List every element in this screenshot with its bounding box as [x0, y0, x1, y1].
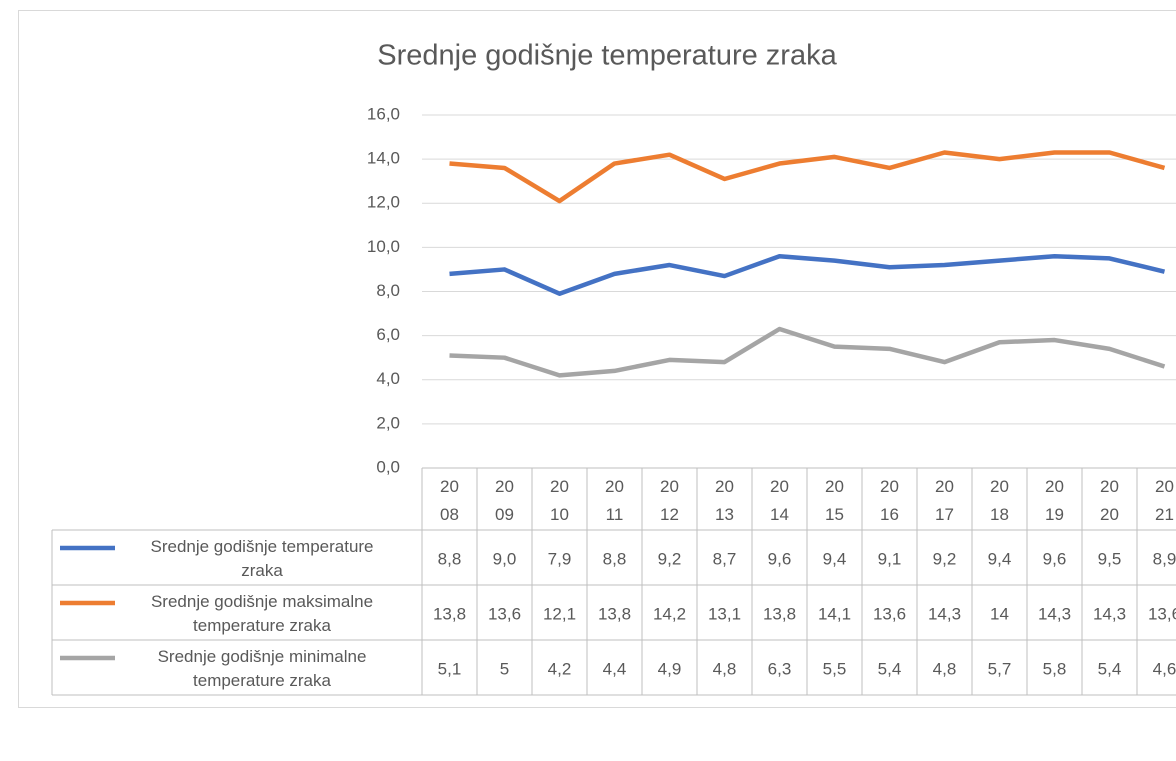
legend-label: Srednje godišnje temperature zraka	[150, 537, 373, 580]
table-value: 9,0	[493, 549, 517, 568]
table-value: 14,3	[1038, 604, 1071, 623]
table-value: 12,1	[543, 604, 576, 623]
table-value: 14,1	[818, 604, 851, 623]
table-value: 13,1	[708, 604, 741, 623]
chart-frame	[18, 10, 1176, 708]
table-value: 9,5	[1098, 549, 1122, 568]
table-value: 8,9	[1153, 549, 1176, 568]
table-value: 5,1	[438, 659, 462, 678]
y-tick-label: 6,0	[376, 325, 400, 344]
table-value: 13,8	[598, 604, 631, 623]
x-tick-label: 20 10	[550, 477, 569, 524]
table-value: 9,6	[1043, 549, 1067, 568]
table-value: 4,9	[658, 659, 682, 678]
table-value: 13,6	[488, 604, 521, 623]
y-tick-label: 8,0	[376, 281, 400, 300]
y-tick-label: 14,0	[367, 149, 400, 168]
x-tick-label: 20 21	[1155, 477, 1174, 524]
x-tick-label: 20 08	[440, 477, 459, 524]
series-line	[449, 150, 1166, 204]
table-value: 5,4	[878, 659, 902, 678]
table-value: 7,9	[548, 549, 572, 568]
table-value: 4,2	[548, 659, 572, 678]
table-value: 13,6	[1148, 604, 1176, 623]
table-value: 4,8	[713, 659, 737, 678]
table-value: 9,4	[988, 549, 1012, 568]
table-value: 14,3	[1093, 604, 1126, 623]
x-tick-label: 20 20	[1100, 477, 1119, 524]
table-value: 4,8	[933, 659, 957, 678]
table-value: 9,2	[933, 549, 957, 568]
x-tick-label: 20 13	[715, 477, 734, 524]
table-value: 4,4	[603, 659, 627, 678]
table-value: 6,3	[768, 659, 792, 678]
table-value: 5,4	[1098, 659, 1122, 678]
x-tick-label: 20 11	[605, 477, 624, 524]
y-tick-label: 12,0	[367, 193, 400, 212]
x-tick-label: 20 14	[770, 477, 789, 524]
table-value: 5,8	[1043, 659, 1067, 678]
x-tick-label: 20 17	[935, 477, 954, 524]
x-tick-label: 20 19	[1045, 477, 1064, 524]
series-line	[449, 326, 1166, 378]
table-value: 8,8	[438, 549, 462, 568]
table-value: 14	[990, 604, 1009, 623]
table-value: 5	[500, 659, 509, 678]
legend-label: Srednje godišnje minimalne temperature zr…	[158, 647, 367, 690]
table-value: 5,5	[823, 659, 847, 678]
series-line	[449, 253, 1166, 296]
table-value: 13,6	[873, 604, 906, 623]
x-tick-label: 20 09	[495, 477, 514, 524]
y-tick-label: 10,0	[367, 237, 400, 256]
y-tick-label: 0,0	[376, 457, 400, 476]
table-value: 14,2	[653, 604, 686, 623]
table-value: 9,2	[658, 549, 682, 568]
table-value: 5,7	[988, 659, 1012, 678]
x-tick-label: 20 18	[990, 477, 1009, 524]
legend-label: Srednje godišnje maksimalne temperature z…	[151, 592, 373, 635]
chart-title: Srednje godišnje temperature zraka	[377, 40, 837, 72]
table-value: 8,8	[603, 549, 627, 568]
y-tick-label: 4,0	[376, 369, 400, 388]
x-tick-label: 20 15	[825, 477, 844, 524]
table-value: 13,8	[433, 604, 466, 623]
table-value: 9,1	[878, 549, 902, 568]
table-value: 4,6	[1153, 659, 1176, 678]
table-value: 14,3	[928, 604, 961, 623]
table-value: 9,6	[768, 549, 792, 568]
x-tick-label: 20 16	[880, 477, 899, 524]
table-value: 13,8	[763, 604, 796, 623]
table-value: 8,7	[713, 549, 737, 568]
y-tick-label: 16,0	[367, 104, 400, 123]
table-value: 9,4	[823, 549, 847, 568]
x-tick-label: 20 12	[660, 477, 679, 524]
y-tick-label: 2,0	[376, 413, 400, 432]
